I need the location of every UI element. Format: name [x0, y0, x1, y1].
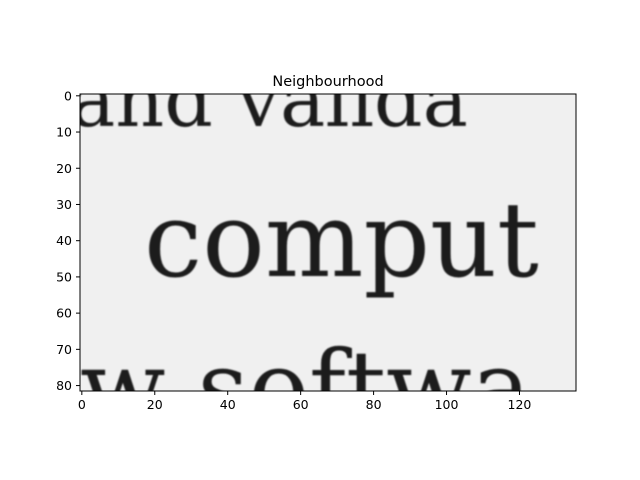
y-tick-label: 0: [64, 88, 72, 103]
image-area: and valida comput w softwa: [70, 55, 576, 446]
image-background: [80, 94, 576, 391]
y-tick-label: 60: [56, 306, 72, 321]
x-tick-label: 0: [78, 397, 86, 412]
x-axis: 0 20 40 60 80 100 120: [78, 391, 532, 412]
x-tick-label: 100: [435, 397, 459, 412]
y-tick-label: 40: [56, 233, 72, 248]
text-line-3: w softwa: [80, 329, 531, 446]
axes-frame: [79, 93, 577, 392]
y-tick-label: 20: [56, 161, 72, 176]
y-tick-label: 50: [56, 269, 72, 284]
y-tick-label: 30: [56, 197, 72, 212]
y-tick-label: 80: [56, 378, 72, 393]
x-tick-label: 80: [366, 397, 382, 412]
y-axis: 0 10 20 30 40 50 60 70 80: [56, 88, 80, 393]
y-tick-label: 70: [56, 342, 72, 357]
text-line-2: comput: [144, 179, 539, 301]
y-tick-label: 10: [56, 125, 72, 140]
x-tick-label: 20: [147, 397, 163, 412]
plot-title: Neighbourhood: [272, 74, 383, 90]
x-tick-label: 120: [508, 397, 532, 412]
x-tick-label: 60: [293, 397, 309, 412]
text-line-1: and valida: [70, 55, 468, 144]
x-tick-label: 40: [220, 397, 236, 412]
